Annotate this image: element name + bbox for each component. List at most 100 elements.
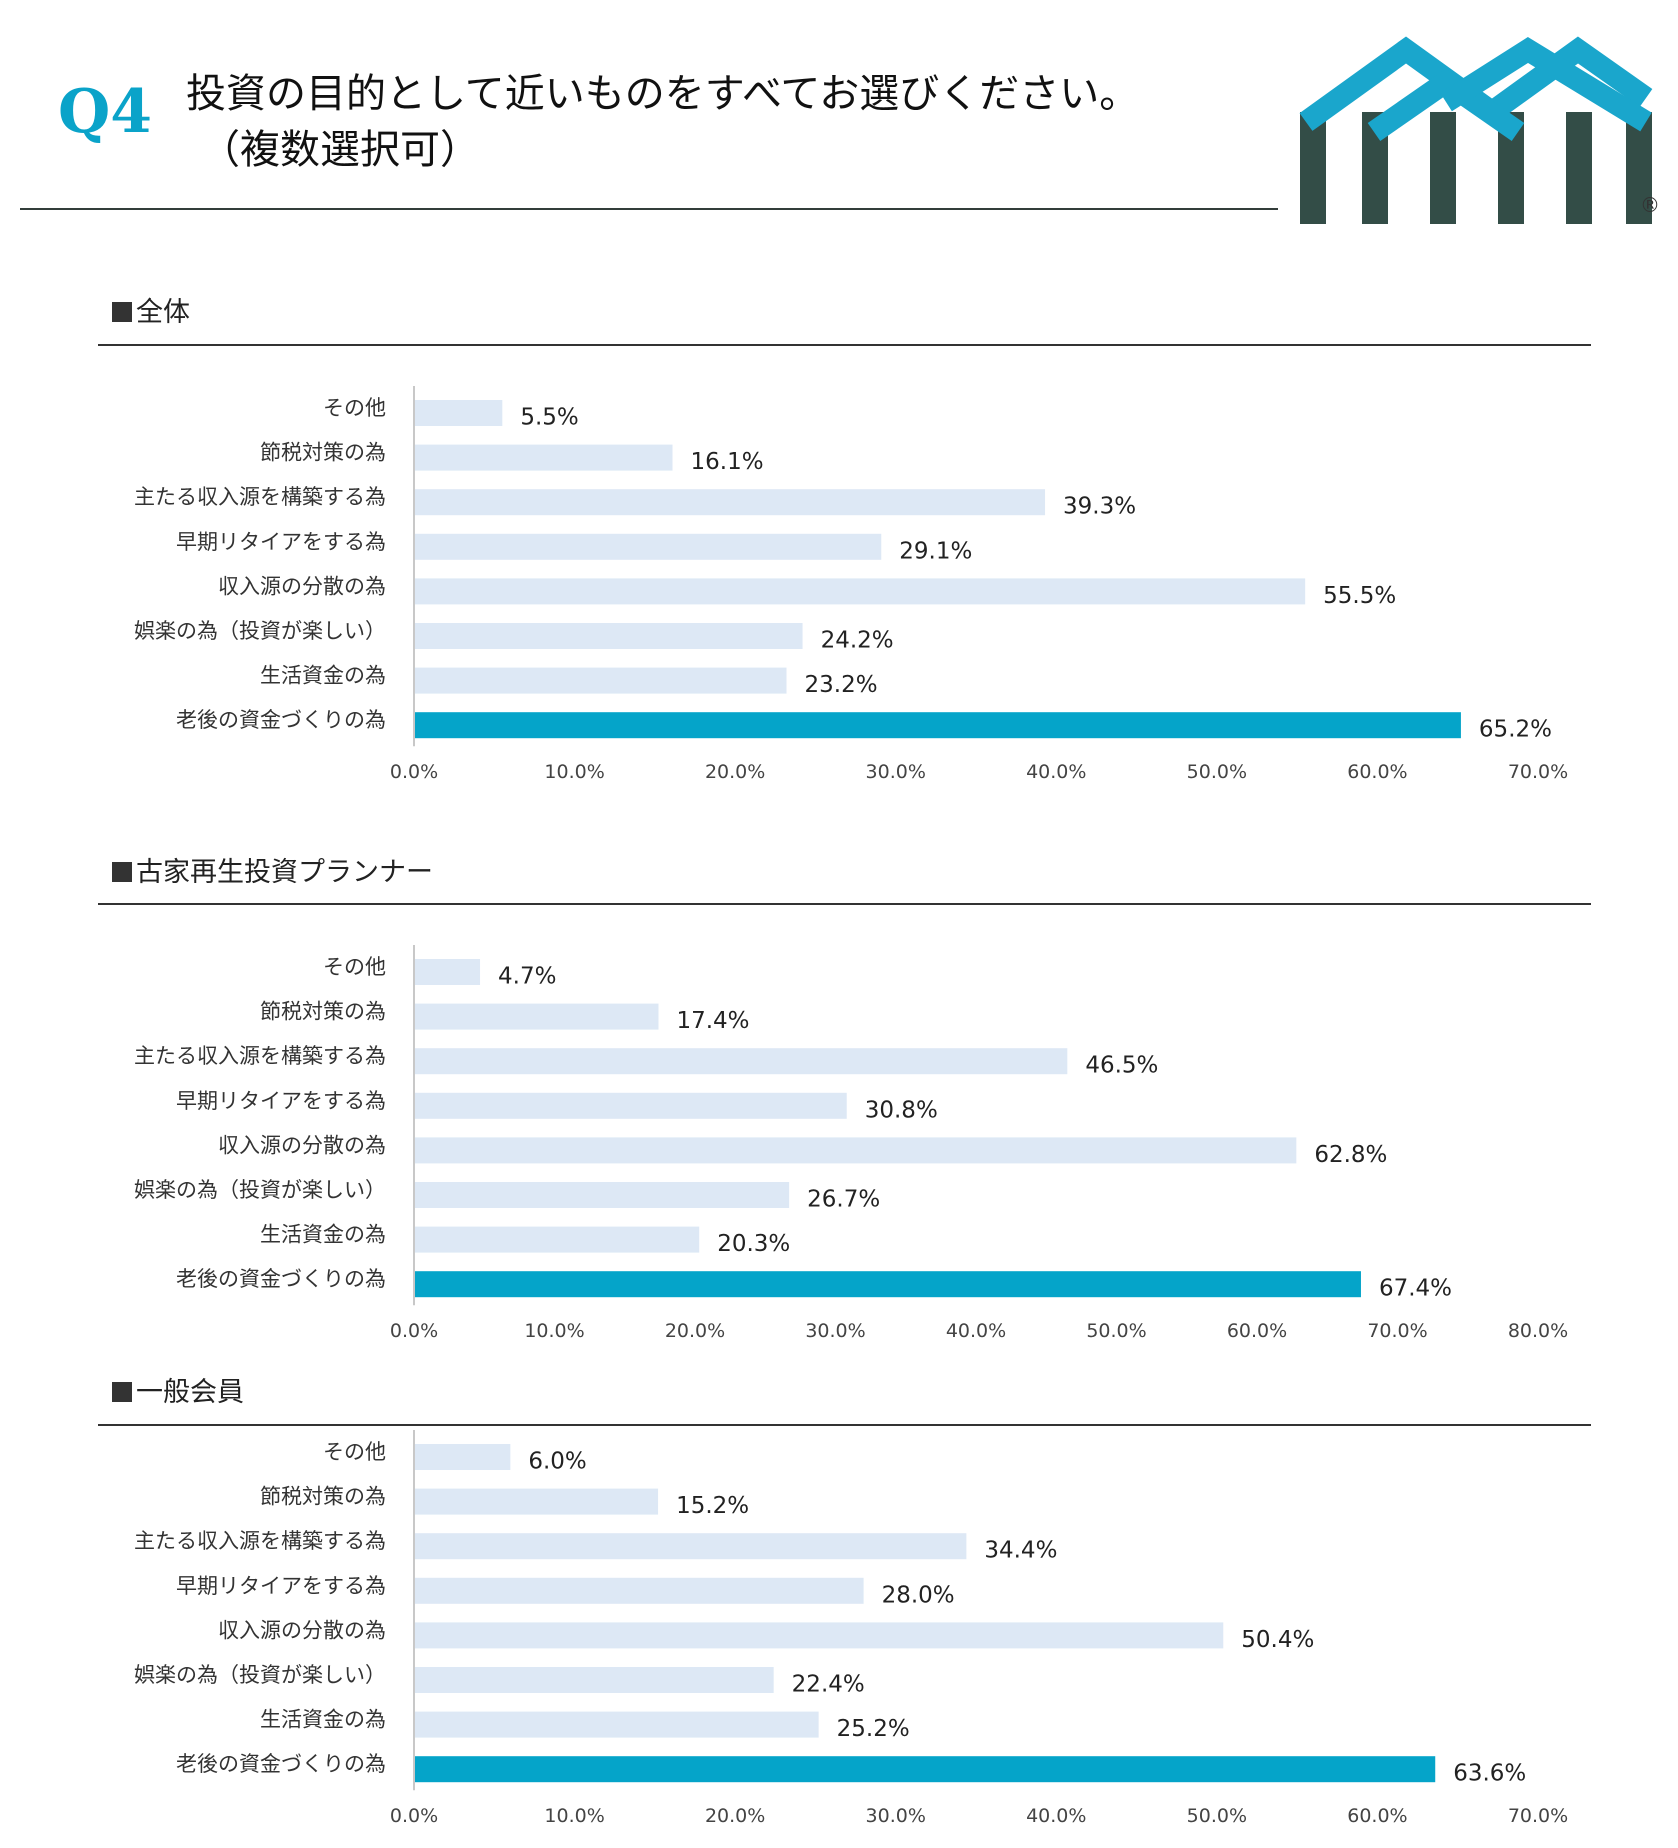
value-label: 30.8% bbox=[865, 1097, 938, 1123]
category-label: 娯楽の為（投資が楽しい） bbox=[134, 1663, 386, 1687]
bar bbox=[415, 667, 787, 694]
section-title-overall: 全体 bbox=[112, 290, 190, 329]
x-tick-label: 70.0% bbox=[1367, 1320, 1427, 1342]
section-title-text: 一般会員 bbox=[136, 1377, 244, 1408]
value-label: 4.7% bbox=[498, 964, 556, 990]
value-label: 29.1% bbox=[899, 538, 972, 564]
value-label: 17.4% bbox=[676, 1008, 749, 1034]
category-label: 生活資金の為 bbox=[260, 1223, 386, 1247]
x-tick-label: 40.0% bbox=[1026, 1805, 1086, 1827]
value-label: 50.4% bbox=[1241, 1627, 1314, 1653]
x-tick-label: 10.0% bbox=[544, 1805, 604, 1827]
x-tick-label: 50.0% bbox=[1187, 761, 1247, 783]
value-label: 20.3% bbox=[717, 1231, 790, 1257]
x-tick-label: 50.0% bbox=[1187, 1805, 1247, 1827]
bar bbox=[415, 1667, 774, 1693]
value-label: 23.2% bbox=[805, 672, 878, 698]
chart-general: その他 6.0% 節税対策の為 15.2% 主たる収入源を構築する為 34.4% 早期リタイ… bbox=[0, 1430, 1678, 1848]
section-title-text: 古家再生投資プランナー bbox=[136, 857, 433, 888]
category-label: 生活資金の為 bbox=[260, 664, 386, 688]
bar bbox=[415, 959, 481, 985]
category-label: 老後の資金づくりの為 bbox=[176, 1267, 386, 1291]
category-label: 収入源の分散の為 bbox=[218, 1133, 386, 1157]
category-label: 早期リタイアをする為 bbox=[176, 530, 386, 554]
category-label: 老後の資金づくりの為 bbox=[176, 1752, 386, 1776]
category-label: 節税対策の為 bbox=[260, 441, 386, 465]
x-tick-label: 40.0% bbox=[1026, 761, 1086, 783]
square-bullet-icon bbox=[112, 302, 132, 322]
chart-overall: その他 5.5% 節税対策の為 16.1% 主たる収入源を構築する為 39.3% 早期リタイ… bbox=[0, 386, 1678, 796]
section-divider bbox=[98, 344, 1591, 346]
logo-roof bbox=[1299, 36, 1653, 142]
question-title: 投資の目的として近いものをすべてお選びください。 （複数選択可） bbox=[186, 66, 1139, 178]
x-tick-label: 10.0% bbox=[524, 1320, 584, 1342]
bar bbox=[415, 400, 503, 426]
x-tick-label: 80.0% bbox=[1508, 1320, 1568, 1342]
chart-planner-svg: その他 4.7% 節税対策の為 17.4% 主たる収入源を構築する為 46.5% 早期リタイ… bbox=[134, 945, 1568, 1342]
question-title-line2: （複数選択可） bbox=[200, 127, 480, 173]
x-tick-label: 60.0% bbox=[1227, 1320, 1287, 1342]
category-label: 老後の資金づくりの為 bbox=[176, 708, 386, 732]
value-label: 55.5% bbox=[1323, 583, 1396, 609]
x-tick-label: 0.0% bbox=[390, 1320, 438, 1342]
value-label: 5.5% bbox=[520, 405, 578, 431]
value-label: 65.2% bbox=[1479, 717, 1552, 743]
x-tick-label: 70.0% bbox=[1508, 761, 1568, 783]
value-label: 24.2% bbox=[821, 628, 894, 654]
value-label: 39.3% bbox=[1063, 494, 1136, 520]
bar bbox=[415, 1533, 967, 1560]
value-label: 22.4% bbox=[792, 1672, 865, 1698]
section-divider bbox=[98, 1424, 1591, 1426]
category-label: 節税対策の為 bbox=[260, 1000, 386, 1024]
registered-mark: ® bbox=[1640, 193, 1660, 217]
section-divider bbox=[98, 903, 1591, 905]
square-bullet-icon bbox=[112, 1382, 132, 1402]
highlight-bar bbox=[415, 1756, 1436, 1783]
x-tick-label: 0.0% bbox=[390, 761, 438, 783]
bar bbox=[415, 1711, 819, 1738]
chart-planner: その他 4.7% 節税対策の為 17.4% 主たる収入源を構築する為 46.5% 早期リタイ… bbox=[0, 945, 1678, 1355]
x-tick-label: 30.0% bbox=[866, 1805, 926, 1827]
value-label: 46.5% bbox=[1085, 1053, 1158, 1079]
section-title-general: 一般会員 bbox=[112, 1370, 244, 1409]
value-label: 6.0% bbox=[528, 1449, 586, 1475]
category-label: その他 bbox=[323, 1440, 386, 1464]
company-logo bbox=[1299, 36, 1653, 224]
value-label: 15.2% bbox=[676, 1493, 749, 1519]
value-label: 34.4% bbox=[984, 1538, 1057, 1564]
category-label: 主たる収入源を構築する為 bbox=[134, 1529, 386, 1553]
x-tick-label: 20.0% bbox=[705, 761, 765, 783]
x-tick-label: 70.0% bbox=[1508, 1805, 1568, 1827]
x-tick-label: 40.0% bbox=[946, 1320, 1006, 1342]
bar bbox=[415, 578, 1306, 605]
bar bbox=[415, 1137, 1297, 1164]
chart-overall-svg: その他 5.5% 節税対策の為 16.1% 主たる収入源を構築する為 39.3% 早期リタイ… bbox=[134, 386, 1568, 783]
x-tick-label: 60.0% bbox=[1347, 1805, 1407, 1827]
category-label: 節税対策の為 bbox=[260, 1485, 386, 1509]
category-label: 主たる収入源を構築する為 bbox=[134, 1044, 386, 1068]
header-divider bbox=[20, 208, 1278, 210]
x-tick-label: 10.0% bbox=[544, 761, 604, 783]
bar bbox=[415, 1003, 659, 1030]
bar bbox=[415, 1488, 659, 1515]
category-label: 娯楽の為（投資が楽しい） bbox=[134, 619, 386, 643]
x-tick-label: 20.0% bbox=[665, 1320, 725, 1342]
category-label: 主たる収入源を構築する為 bbox=[134, 485, 386, 509]
bar bbox=[415, 1577, 864, 1604]
section-title-planner: 古家再生投資プランナー bbox=[112, 850, 433, 889]
x-tick-label: 20.0% bbox=[705, 1805, 765, 1827]
x-tick-label: 50.0% bbox=[1086, 1320, 1146, 1342]
bar bbox=[415, 1182, 790, 1208]
value-label: 28.0% bbox=[882, 1582, 955, 1608]
bar bbox=[415, 533, 882, 560]
bar bbox=[415, 444, 673, 471]
bar bbox=[415, 1226, 700, 1253]
section-title-text: 全体 bbox=[136, 297, 190, 328]
value-label: 63.6% bbox=[1453, 1761, 1526, 1787]
highlight-bar bbox=[415, 1271, 1361, 1298]
highlight-bar bbox=[415, 712, 1461, 739]
bar bbox=[415, 1622, 1224, 1649]
category-label: その他 bbox=[323, 955, 386, 979]
category-label: 生活資金の為 bbox=[260, 1708, 386, 1732]
x-tick-label: 0.0% bbox=[390, 1805, 438, 1827]
